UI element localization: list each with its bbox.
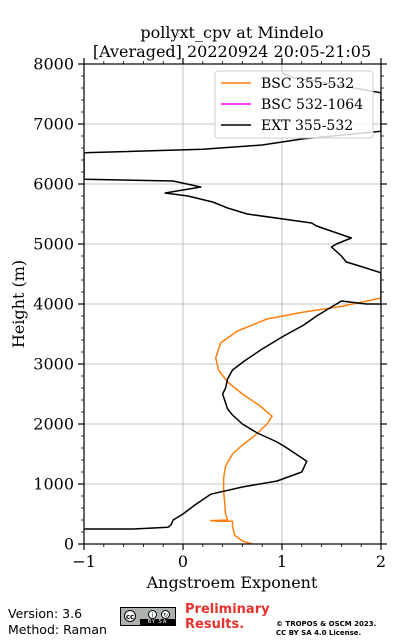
- x-axis-label: Angstroem Exponent: [146, 573, 318, 592]
- legend-label-bsc-355-532: BSC 355-532: [261, 76, 354, 92]
- y-tick-label: 1000: [33, 475, 74, 494]
- y-tick-label: 0: [64, 535, 74, 554]
- x-tick-label: −1: [72, 552, 96, 571]
- series-line-ext-355-532: [84, 72, 381, 530]
- y-tick-label: 5000: [33, 235, 74, 254]
- chart-title: pollyxt_cpv at Mindelo: [140, 23, 323, 42]
- cc-icon: cc: [124, 610, 136, 622]
- preliminary-line-1: Preliminary: [185, 602, 270, 617]
- x-tick-label: 1: [277, 552, 287, 571]
- x-tick-label: 0: [178, 552, 188, 571]
- footer-info: Version: 3.6 Method: Raman: [8, 606, 107, 638]
- series-line-bsc-355-532: [209, 297, 381, 544]
- copyright-notice: © TROPOS & OSCM 2023. CC BY SA 4.0 Licen…: [276, 620, 376, 638]
- legend-box: [214, 70, 374, 139]
- y-tick-label: 7000: [33, 115, 74, 134]
- cc-badge-left: cc: [121, 608, 140, 625]
- x-tick-label: 2: [376, 552, 386, 571]
- axis-ticks: [78, 58, 387, 550]
- cc-badge-strip: BY SA: [140, 619, 175, 625]
- chart-subtitle: [Averaged] 20220924 20:05-21:05: [93, 42, 371, 61]
- preliminary-line-2: Results.: [185, 617, 245, 632]
- chart: pollyxt_cpv at Mindelo [Averaged] 202209…: [9, 23, 387, 592]
- legend: BSC 355-532 BSC 532-1064 EXT 355-532: [214, 70, 374, 139]
- legend-label-bsc-532-1064: BSC 532-1064: [261, 97, 363, 113]
- y-tick-label: 3000: [33, 355, 74, 374]
- preliminary-notice: Preliminary Results.: [185, 602, 270, 632]
- legend-label-ext-355-532: EXT 355-532: [261, 118, 353, 134]
- y-tick-label: 2000: [33, 415, 74, 434]
- cc-sa-icon: ↻: [161, 610, 170, 619]
- cc-by-icon: i: [148, 610, 157, 619]
- cc-badge-icons: i ↻: [140, 608, 175, 619]
- y-tick-label: 4000: [33, 295, 74, 314]
- copyright-line-2: CC BY SA 4.0 License.: [276, 629, 362, 637]
- cc-license-badge: cc i ↻ BY SA: [120, 607, 176, 626]
- copyright-line-1: © TROPOS & OSCM 2023.: [276, 620, 377, 628]
- series-layer: [84, 72, 381, 544]
- y-tick-label: 8000: [33, 55, 74, 74]
- y-tick-label: 6000: [33, 175, 74, 194]
- method-text: Method: Raman: [8, 622, 107, 637]
- version-text: Version: 3.6: [8, 606, 83, 621]
- y-axis-label: Height (m): [9, 260, 28, 348]
